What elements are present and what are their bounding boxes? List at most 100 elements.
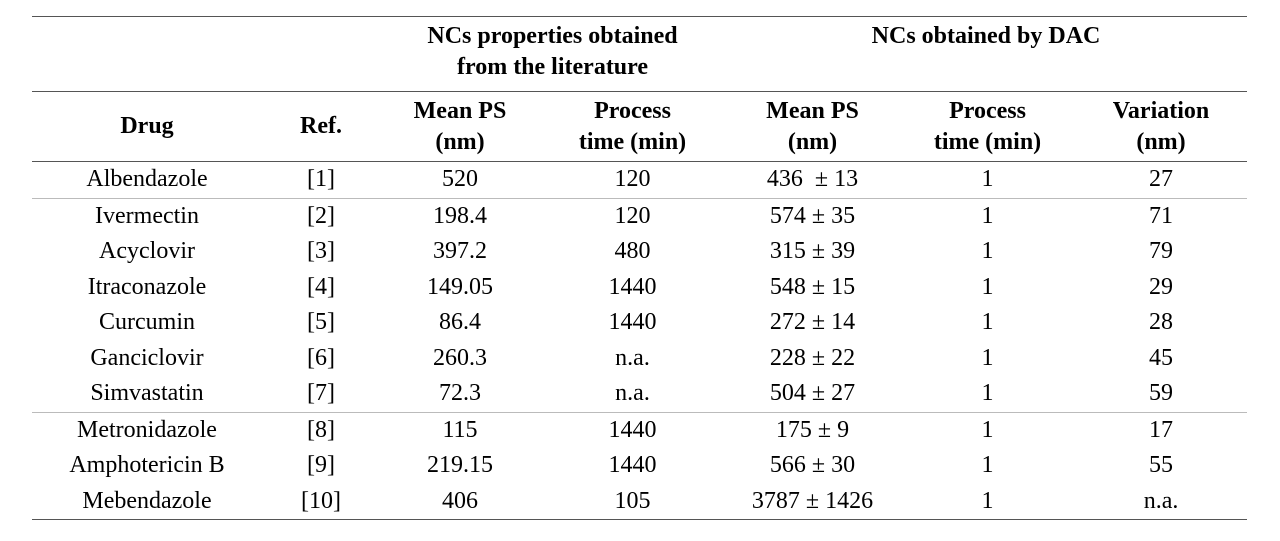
table-cell: Curcumin [99,309,195,335]
table-cell: 436 ± 13 [725,161,901,199]
table-cell: 72.3 [380,376,540,413]
column-header-row: Drug Ref. Mean PS (nm) Process time (min) Mean… [32,91,1248,162]
table-cell: 1440 [608,273,657,300]
table-cell: 1440 [608,309,657,335]
table-cell: 219.15 [427,452,493,478]
table-body: Albendazole [1] 520 120 436 ± 13 1 27 Ivermecti… [32,161,1248,520]
table-cell: [1] [262,161,380,199]
header-line: time (min) [933,128,1042,155]
table-cell: 1 [981,416,994,443]
table-cell: [6] [307,344,335,371]
header-line: Mean PS [766,97,859,124]
header-line: Variation [1112,97,1210,124]
table-cell: 1 [981,452,994,478]
empty-header [32,16,380,92]
table-cell: Metronidazole [77,416,217,443]
column-header: Drug [32,91,262,162]
table-cell: 86.4 [439,309,481,335]
table-cell: 566 ± 30 [769,452,856,478]
group-header: NCs obtained by DAC [725,16,1248,92]
column-header: Process time (min) [900,91,1076,162]
header-line: NCs obtained by DAC [871,23,1101,49]
table-cell: 120 [540,161,726,199]
table-cell: 548 ± 15 [769,273,856,300]
table-cell: [9] [307,452,335,478]
table-cell: Simvastatin [32,376,262,413]
results-table: NCs properties obtained from the literatu… [32,16,1248,520]
table-row: Acyclovir [3] 397.2 480 315 ± 39 1 79 [32,234,1247,270]
table-cell: 55 [1149,452,1174,478]
column-header: Mean PS (nm) [380,91,540,162]
group-header: NCs properties obtained from the literatu… [380,16,726,92]
table-cell: 228 ± 22 [769,344,856,371]
table-cell: 1 [981,202,994,229]
table-cell: Ganciclovir [90,344,204,371]
header-line: Ref. [300,113,342,139]
table-cell: Itraconazole [87,273,207,300]
table-cell: 71 [1149,202,1174,229]
table-cell: Acyclovir [99,238,195,264]
table-cell: 29 [1149,273,1174,300]
table-cell: 504 ± 27 [725,376,901,413]
table-cell: 574 ± 35 [769,202,856,229]
table-cell: n.a. [615,344,650,371]
header-line: Process [949,97,1026,124]
table-cell: [8] [307,416,335,443]
header-line: (nm) [787,128,838,155]
table-cell: 1 [900,376,1076,413]
table-row: Curcumin [5] 86.4 1440 272 ± 14 1 28 [32,305,1247,341]
table-cell: 175 ± 9 [775,416,850,443]
header-line: Mean PS [413,97,507,124]
table-cell: 3787 ± 1426 [725,483,901,520]
table-cell: 79 [1149,238,1174,264]
table-cell: 397.2 [433,238,487,264]
table-cell: [7] [262,376,380,413]
column-header: Ref. [262,91,380,162]
table-cell: 1 [900,161,1076,199]
table-cell: 315 ± 39 [769,238,856,264]
table-cell: n.a. [1075,483,1248,520]
table-row: Ganciclovir [6] 260.3 n.a. 228 ± 22 1 45 [32,341,1247,377]
table-cell: 260.3 [433,344,487,371]
table-cell: Ivermectin [95,202,199,229]
table-row: Simvastatin [7] 72.3 n.a. 504 ± 27 1 59 [32,376,1248,413]
table-cell: 149.05 [427,273,493,300]
table-cell: [10] [262,483,380,520]
table-cell: 1 [981,238,994,264]
table-row: Ivermectin [2] 198.4 120 574 ± 35 1 71 [32,198,1247,234]
table-cell: 45 [1149,344,1174,371]
header-line: from the literature [456,54,649,80]
table-cell: 1440 [608,416,657,443]
table-row: Albendazole [1] 520 120 436 ± 13 1 27 [32,161,1248,199]
table-cell: Mebendazole [32,483,262,520]
table-cell: 1 [981,309,994,335]
column-header: Variation (nm) [1075,91,1248,162]
table-cell: [4] [307,273,335,300]
table-cell: 1 [900,483,1076,520]
header-line: Process [594,97,671,124]
table-cell: 17 [1149,416,1174,443]
table-cell: 480 [614,238,651,264]
table-cell: 1 [981,344,994,371]
group-header-row: NCs properties obtained from the literatu… [32,16,1248,92]
table-cell: [5] [307,309,335,335]
table-cell: 1 [981,273,994,300]
table-cell: 198.4 [433,202,487,229]
table-row: Mebendazole [10] 406 105 3787 ± 1426 1 n.a. [32,483,1248,520]
table-cell: 105 [540,483,726,520]
table-cell: 520 [380,161,540,199]
header-line: Drug [120,113,174,139]
column-header: Process time (min) [540,91,726,162]
table-cell: 27 [1075,161,1248,199]
table-cell: 28 [1149,309,1174,335]
table-cell: [2] [307,202,335,229]
table-cell: Albendazole [32,161,262,199]
header-line: (nm) [1136,128,1186,155]
table-cell: n.a. [540,376,726,413]
table-row: Amphotericin B [9] 219.15 1440 566 ± 30 1 55 [32,448,1247,484]
column-header: Mean PS (nm) [725,91,901,162]
table-cell: Amphotericin B [69,452,225,478]
header-line: time (min) [578,128,687,155]
table-cell: [3] [307,238,335,264]
